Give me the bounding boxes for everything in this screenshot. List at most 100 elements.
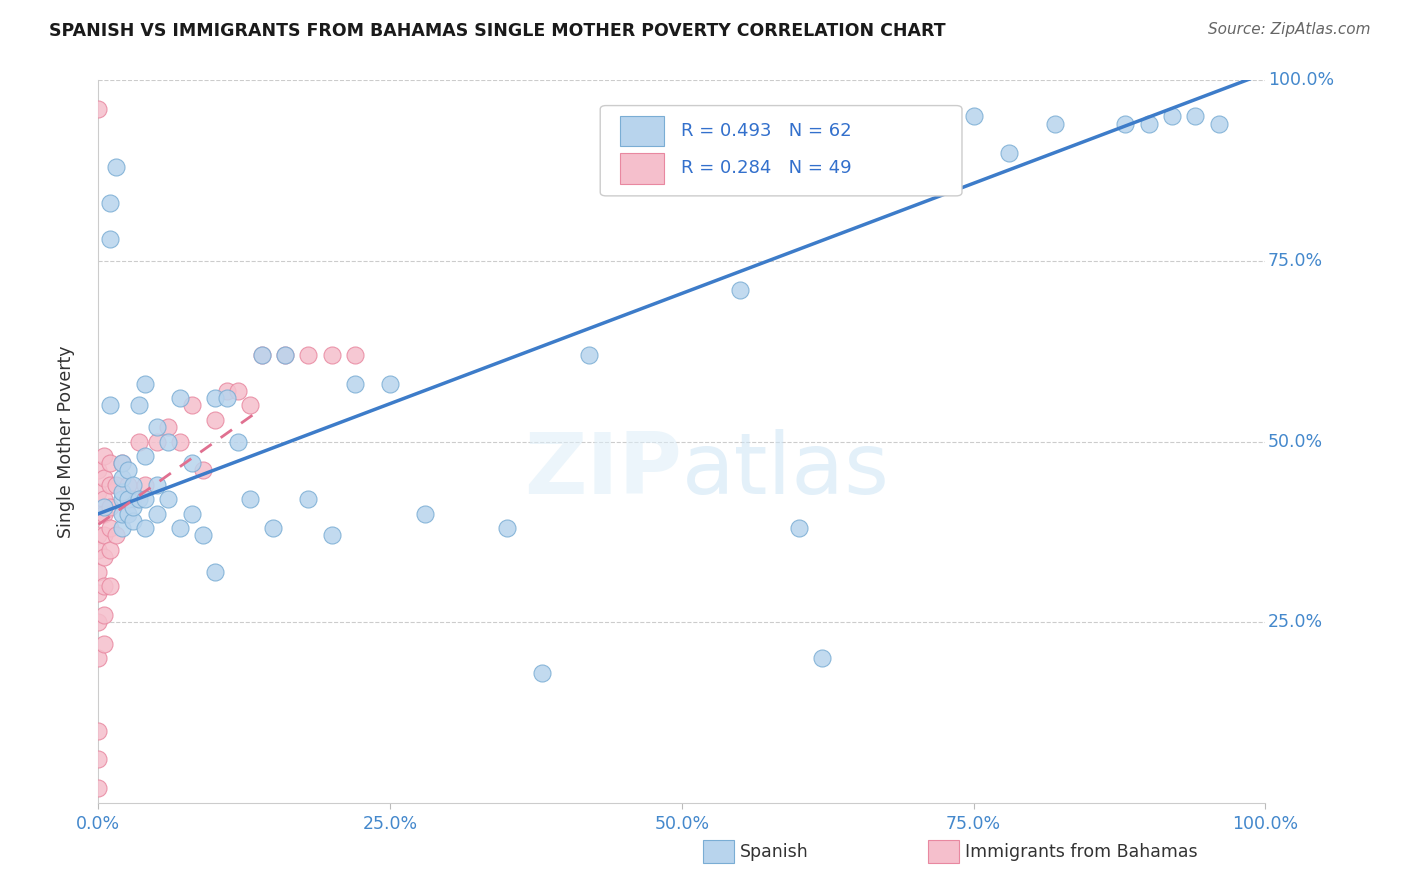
Point: [117, 478, 139, 492]
Point: [530, 665, 553, 680]
Text: 25.0%: 25.0%: [1268, 613, 1323, 632]
Text: ZIP: ZIP: [524, 429, 682, 512]
Point: [274, 348, 297, 362]
Point: [111, 456, 134, 470]
Point: [321, 528, 343, 542]
Point: [157, 492, 180, 507]
Point: [122, 514, 145, 528]
Point: [87, 485, 110, 500]
Point: [98, 542, 121, 557]
Point: [98, 579, 121, 593]
FancyBboxPatch shape: [620, 153, 665, 184]
Point: [87, 586, 110, 600]
Point: [1137, 117, 1160, 131]
Point: [87, 507, 110, 521]
Point: [811, 651, 834, 665]
Point: [146, 478, 169, 492]
Point: [122, 492, 145, 507]
Text: 75.0%: 75.0%: [1268, 252, 1323, 270]
Point: [496, 521, 519, 535]
Point: [122, 478, 145, 492]
FancyBboxPatch shape: [620, 116, 665, 146]
Point: [413, 507, 436, 521]
Point: [157, 434, 180, 449]
Point: [93, 500, 115, 514]
Point: [169, 434, 191, 449]
Point: [93, 449, 115, 463]
Point: [111, 492, 134, 507]
Point: [98, 232, 121, 246]
Point: [997, 145, 1019, 160]
Point: [111, 470, 134, 484]
Point: [204, 391, 226, 405]
Point: [87, 752, 110, 766]
Point: [169, 391, 191, 405]
Point: [122, 500, 145, 514]
Point: [250, 348, 273, 362]
Point: [297, 348, 319, 362]
Point: [117, 492, 139, 507]
Point: [128, 492, 150, 507]
Point: [274, 348, 297, 362]
Point: [180, 398, 202, 412]
Point: [321, 348, 343, 362]
Point: [87, 542, 110, 557]
Point: [204, 565, 226, 579]
Point: [578, 348, 600, 362]
Point: [180, 456, 202, 470]
Point: [87, 528, 110, 542]
Point: [180, 507, 202, 521]
Point: [134, 478, 156, 492]
Point: [344, 348, 367, 362]
Point: [117, 463, 139, 477]
Point: [134, 449, 156, 463]
Point: [157, 420, 180, 434]
Text: 50.0%: 50.0%: [1268, 433, 1323, 450]
Point: [1184, 110, 1206, 124]
Point: [87, 102, 110, 116]
Point: [146, 434, 169, 449]
Point: [87, 723, 110, 738]
Point: [87, 463, 110, 477]
Text: 100.0%: 100.0%: [1268, 71, 1334, 89]
Point: [128, 398, 150, 412]
Text: Spanish: Spanish: [740, 843, 808, 861]
Point: [215, 391, 238, 405]
Point: [262, 521, 284, 535]
Point: [228, 434, 250, 449]
Point: [98, 478, 121, 492]
Point: [111, 521, 134, 535]
Point: [134, 376, 156, 391]
Point: [380, 376, 402, 391]
Point: [250, 348, 273, 362]
Point: [111, 485, 134, 500]
Point: [193, 528, 215, 542]
Point: [880, 124, 903, 138]
Text: R = 0.493   N = 62: R = 0.493 N = 62: [681, 122, 852, 140]
Point: [104, 478, 127, 492]
Text: Immigrants from Bahamas: Immigrants from Bahamas: [965, 843, 1197, 861]
Point: [730, 283, 752, 297]
Point: [93, 550, 115, 565]
Point: [134, 492, 156, 507]
Text: Source: ZipAtlas.com: Source: ZipAtlas.com: [1208, 22, 1371, 37]
Point: [134, 521, 156, 535]
Point: [93, 492, 115, 507]
Point: [98, 500, 121, 514]
Point: [98, 521, 121, 535]
Point: [962, 110, 984, 124]
Point: [104, 528, 127, 542]
Point: [117, 507, 139, 521]
Point: [87, 781, 110, 796]
Point: [146, 420, 169, 434]
Point: [228, 384, 250, 398]
Point: [297, 492, 319, 507]
Point: [787, 521, 810, 535]
Point: [146, 507, 169, 521]
Text: atlas: atlas: [682, 429, 890, 512]
Point: [169, 521, 191, 535]
Point: [204, 413, 226, 427]
Point: [98, 456, 121, 470]
Point: [128, 434, 150, 449]
Point: [111, 456, 134, 470]
